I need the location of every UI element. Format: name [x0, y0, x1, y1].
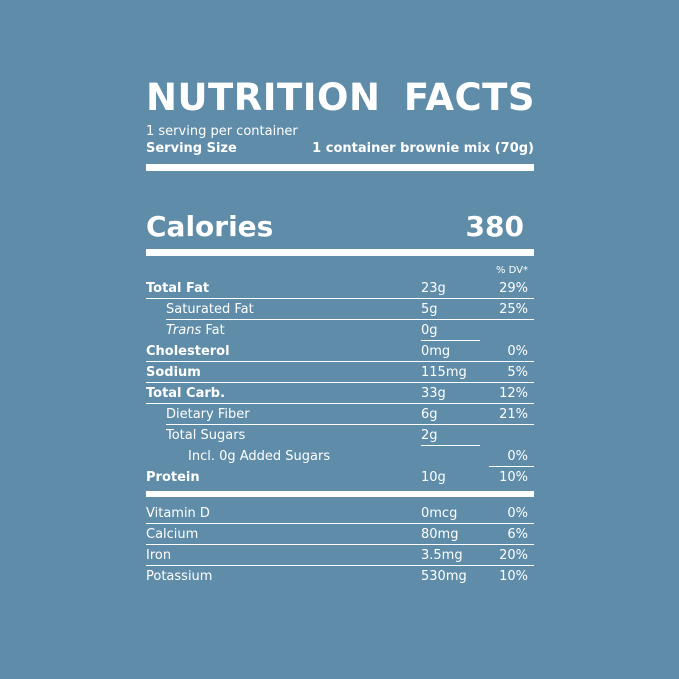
- dv-header: % DV*: [495, 265, 528, 276]
- nutrient-label: Total Sugars: [166, 428, 246, 443]
- vitamin-label: Vitamin D: [146, 506, 210, 521]
- nutrient-dv: 12%: [499, 386, 528, 401]
- row-divider: [166, 318, 534, 320]
- nutrient-label: Dietary Fiber: [166, 407, 250, 422]
- row-divider: [421, 339, 480, 341]
- trans-rest: Fat: [201, 323, 225, 338]
- nutrient-amount: 0g: [421, 323, 438, 338]
- nutrient-label: Protein: [146, 470, 200, 485]
- vitamin-label: Calcium: [146, 527, 199, 542]
- vitamin-amount: 80mg: [421, 527, 459, 542]
- serving-size-value: 1 container brownie mix (70g): [312, 141, 534, 156]
- row-divider: [146, 297, 534, 299]
- row-divider: [146, 402, 534, 404]
- vitamin-row-potassium: Potassium 530mg 10%: [146, 566, 534, 587]
- calories-label: Calories: [146, 210, 274, 243]
- servings-per-container: 1 serving per container: [146, 124, 298, 139]
- row-divider: [146, 381, 534, 383]
- nutrient-row-trans-fat: Trans Fat 0g: [146, 320, 534, 341]
- vitamin-dv: 6%: [507, 527, 528, 542]
- vitamin-label: Iron: [146, 548, 172, 563]
- thick-divider: [146, 491, 534, 497]
- vitamin-dv: 0%: [507, 506, 528, 521]
- vitamin-row-iron: Iron 3.5mg 20%: [146, 545, 534, 566]
- nutrient-amount: 0mg: [421, 344, 451, 359]
- nutrient-row-protein: Protein 10g 10%: [146, 467, 534, 488]
- nutrient-dv: 0%: [507, 449, 528, 464]
- nutrient-row-total-fat: Total Fat 23g 29%: [146, 278, 534, 299]
- vitamin-label: Potassium: [146, 569, 213, 584]
- nutrient-label: Total Carb.: [146, 386, 226, 401]
- serving-size-label: Serving Size: [146, 141, 237, 156]
- nutrient-row-dietary-fiber: Dietary Fiber 6g 21%: [146, 404, 534, 425]
- nutrient-dv: 21%: [499, 407, 528, 422]
- thick-divider: [146, 164, 534, 171]
- row-divider: [166, 423, 534, 425]
- nutrient-label: Incl. 0g Added Sugars: [188, 449, 331, 464]
- nutrient-dv: 29%: [499, 281, 528, 296]
- nutrient-amount: 5g: [421, 302, 438, 317]
- calories-value: 380: [465, 210, 524, 243]
- nutrient-row-total-sugars: Total Sugars 2g: [146, 425, 534, 446]
- nutrient-amount: 23g: [421, 281, 446, 296]
- nutrient-label: Cholesterol: [146, 344, 230, 359]
- nutrient-row-saturated-fat: Saturated Fat 5g 25%: [146, 299, 534, 320]
- nutrition-facts-panel: NUTRITION FACTS 1 serving per container …: [146, 76, 536, 587]
- row-divider: [146, 360, 534, 362]
- nutrient-row-sodium: Sodium 115mg 5%: [146, 362, 534, 383]
- nutrient-label: Saturated Fat: [166, 302, 254, 317]
- thick-divider: [146, 249, 534, 256]
- row-divider: [146, 522, 534, 524]
- nutrient-dv: 5%: [507, 365, 528, 380]
- nutrient-dv: 25%: [499, 302, 528, 317]
- row-divider: [489, 465, 534, 467]
- nutrient-label: Trans Fat: [166, 320, 225, 341]
- row-divider: [146, 564, 534, 566]
- trans-italic: Trans: [166, 323, 202, 338]
- nutrient-row-added-sugars: Incl. 0g Added Sugars 0%: [146, 446, 534, 467]
- nutrient-amount: 115mg: [421, 365, 467, 380]
- nutrient-dv: 0%: [507, 344, 528, 359]
- nutrient-row-total-carb: Total Carb. 33g 12%: [146, 383, 534, 404]
- nutrient-amount: 33g: [421, 386, 446, 401]
- vitamin-row-vitamin-d: Vitamin D 0mcg 0%: [146, 503, 534, 524]
- row-divider: [146, 543, 534, 545]
- vitamin-row-calcium: Calcium 80mg 6%: [146, 524, 534, 545]
- serving-size: Serving Size 1 container brownie mix (70…: [146, 140, 534, 158]
- nutrient-label: Total Fat: [146, 281, 210, 296]
- nutrient-label: Sodium: [146, 365, 201, 380]
- vitamin-dv: 10%: [499, 569, 528, 584]
- nutrient-dv: 10%: [499, 470, 528, 485]
- calories-row: Calories 380: [146, 211, 534, 243]
- nutrient-row-cholesterol: Cholesterol 0mg 0%: [146, 341, 534, 362]
- nutrient-amount: 2g: [421, 428, 438, 443]
- nutrient-amount: 6g: [421, 407, 438, 422]
- vitamin-amount: 0mcg: [421, 506, 458, 521]
- vitamin-amount: 3.5mg: [421, 548, 463, 563]
- vitamin-dv: 20%: [499, 548, 528, 563]
- nutrient-amount: 10g: [421, 470, 446, 485]
- row-divider: [421, 444, 480, 446]
- title: NUTRITION FACTS: [146, 76, 536, 119]
- vitamin-amount: 530mg: [421, 569, 467, 584]
